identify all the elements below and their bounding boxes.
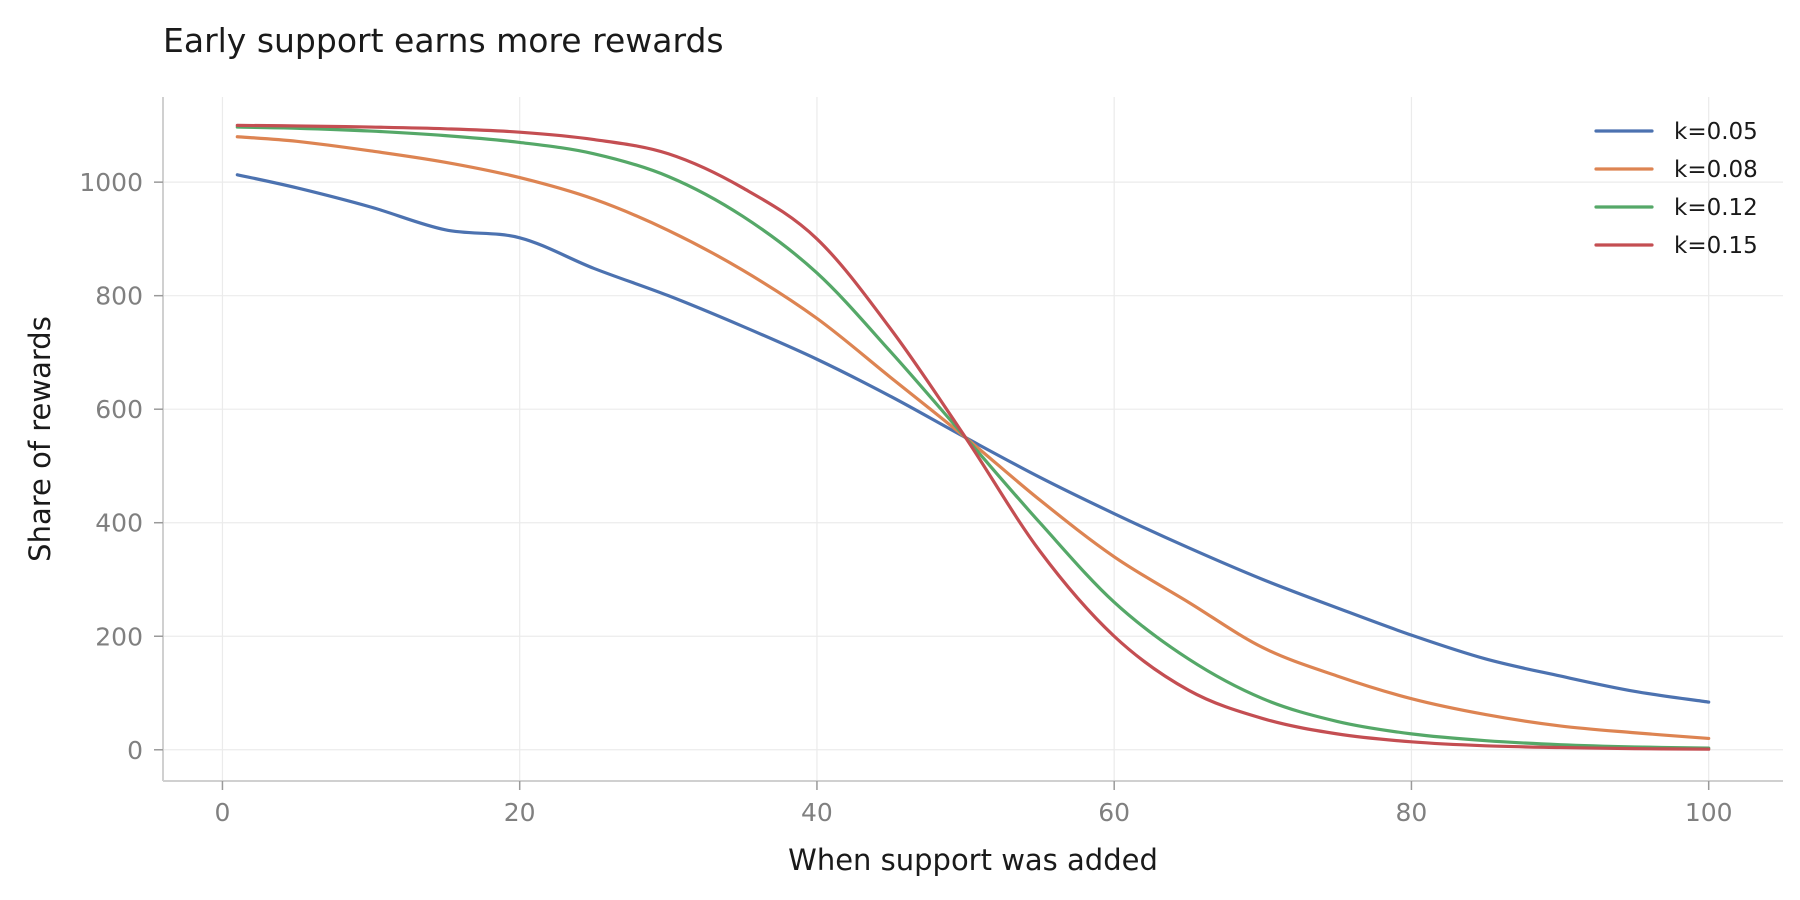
series-lines [235,123,1711,751]
legend-label: k=0.05 [1674,119,1758,145]
legend: k=0.05 k=0.08 k=0.12 k=0.15 [1594,119,1758,259]
series-line-k-0-12 [235,125,1711,750]
y-tick-label: 400 [95,509,143,538]
chart-title: Early support earns more rewards [163,21,724,60]
series-line-k-0-05 [235,173,1711,704]
x-axis-label: When support was added [788,843,1158,877]
series-line-k-0-08 [235,135,1711,741]
y-tick-label: 0 [127,736,143,765]
legend-label: k=0.08 [1674,157,1758,183]
legend-label: k=0.15 [1674,233,1758,259]
y-tick-label: 600 [95,395,143,424]
legend-label: k=0.12 [1674,195,1758,221]
x-tick-label: 40 [801,798,833,827]
x-tick-label: 20 [504,798,536,827]
x-tick-label: 80 [1396,798,1428,827]
x-tick-label: 100 [1685,798,1733,827]
y-axis-label: Share of rewards [23,316,57,562]
y-tick-label: 1000 [79,168,143,197]
y-tick-label: 200 [95,622,143,651]
grid [163,97,1783,781]
x-tick-label: 60 [1098,798,1130,827]
y-tick-label: 800 [95,282,143,311]
x-tick-label: 0 [214,798,230,827]
series-line-k-0-15 [235,123,1711,751]
